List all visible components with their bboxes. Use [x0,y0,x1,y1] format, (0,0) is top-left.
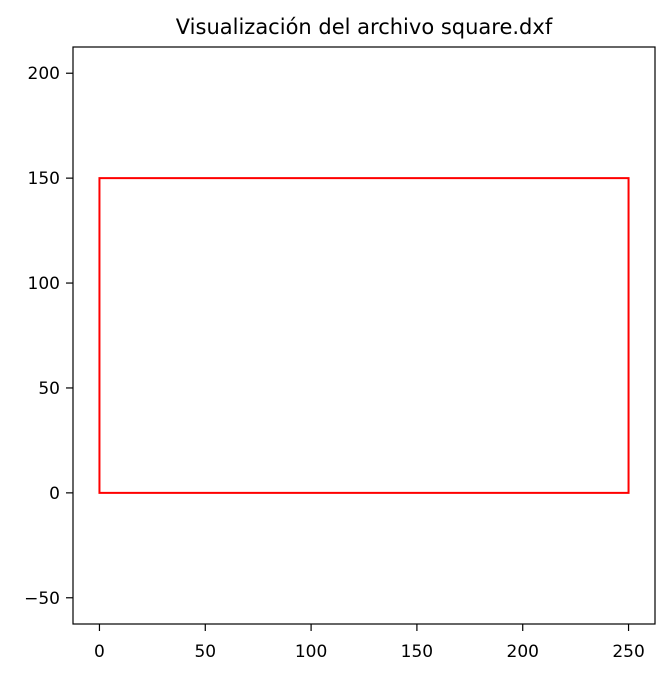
x-tick-label-1: 50 [194,642,216,662]
y-tick-label-3: 100 [28,274,60,294]
ticks-layer: 0 50 100 150 200 250 −50 0 50 100 150 200 [24,64,645,662]
axes-layer [72,46,656,625]
x-tick-label-3: 150 [401,642,433,662]
series-line-0 [98,177,630,494]
y-tick-label-4: 150 [28,169,60,189]
plot-layer [73,47,655,624]
x-tick-label-0: 0 [94,642,105,662]
x-tick-label-2: 100 [295,642,327,662]
x-tick-label-4: 200 [507,642,539,662]
y-tick-label-5: 200 [28,64,60,84]
axes-frame [72,46,656,625]
chart-title: Visualización del archivo square.dxf [176,15,553,39]
plot-area [73,47,655,624]
y-tick-label-1: 0 [49,484,60,504]
x-tick-label-5: 250 [612,642,644,662]
y-tick-label-2: 50 [38,379,60,399]
y-tick-label-0: −50 [24,589,60,609]
